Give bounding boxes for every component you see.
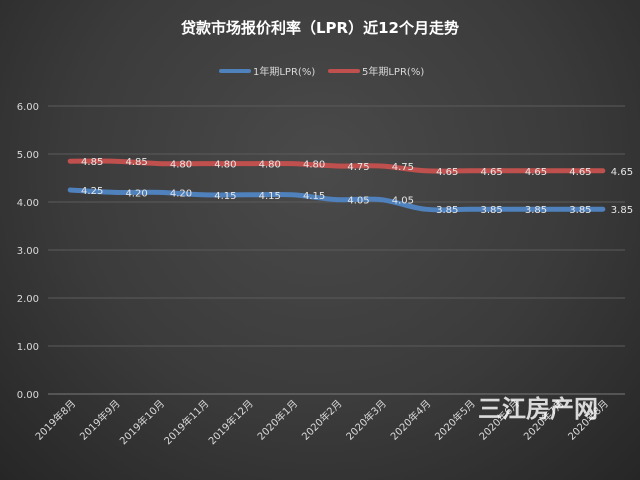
y-tick-label: 1.00	[17, 342, 39, 353]
data-label: 4.75	[347, 162, 369, 173]
legend-label-5yr: 5年期LPR(%)	[362, 65, 424, 78]
data-label: 3.85	[569, 205, 591, 216]
x-tick-label: 2019年11月	[161, 397, 211, 447]
x-tick-label: 2020年3月	[343, 397, 389, 443]
data-label: 3.85	[436, 205, 458, 216]
data-label: 4.20	[125, 188, 147, 199]
data-label: 4.85	[125, 157, 147, 168]
data-label: 4.65	[481, 167, 503, 178]
data-label: 3.85	[525, 205, 547, 216]
data-label: 4.05	[347, 196, 369, 207]
y-tick-label: 3.00	[17, 246, 39, 257]
data-label: 4.05	[392, 196, 414, 207]
series-line-5yr	[67, 158, 606, 174]
x-tick-label: 2020年1月	[254, 397, 300, 443]
y-tick-label: 6.00	[17, 102, 39, 113]
data-label: 4.25	[81, 186, 103, 197]
data-label: 4.80	[170, 160, 192, 171]
series-lines	[67, 158, 606, 213]
data-label: 4.85	[81, 157, 103, 168]
gridlines	[48, 105, 625, 395]
data-label: 4.80	[214, 160, 236, 171]
x-tick-label: 2019年12月	[206, 397, 256, 447]
x-tick-label: 2020年2月	[299, 397, 345, 443]
legend-label-1yr: 1年期LPR(%)	[253, 65, 315, 78]
y-axis-ticks: 0.00 1.00 2.00 3.00 4.00 5.00 6.00	[17, 102, 39, 401]
data-label: 4.15	[259, 191, 281, 202]
data-label: 4.80	[303, 160, 325, 171]
data-label: 4.65	[569, 167, 591, 178]
legend: 1年期LPR(%) 5年期LPR(%)	[219, 65, 424, 78]
y-tick-label: 4.00	[17, 198, 39, 209]
data-label: 4.65	[436, 167, 458, 178]
watermark-logo: 三江房产网	[478, 395, 598, 423]
data-label: 4.15	[303, 191, 325, 202]
data-label: 4.80	[259, 160, 281, 171]
data-label: 3.85	[481, 205, 503, 216]
series-line-1yr	[67, 187, 606, 213]
y-tick-label: 2.00	[17, 294, 39, 305]
x-tick-label: 2019年9月	[77, 397, 123, 443]
data-label: 4.65	[525, 167, 547, 178]
data-label: 4.75	[392, 162, 414, 173]
x-tick-label: 2020年5月	[432, 397, 478, 443]
x-tick-label: 2019年10月	[117, 397, 167, 447]
data-label: 4.15	[214, 191, 236, 202]
data-label: 4.65	[611, 167, 633, 178]
y-tick-label: 0.00	[17, 390, 39, 401]
x-tick-label: 2019年8月	[32, 397, 78, 443]
data-labels: 4.25 4.20 4.20 4.15 4.15 4.15 4.05 4.05 3.85 3.85…	[81, 157, 633, 216]
chart-title: 贷款市场报价利率（LPR）近12个月走势	[181, 19, 459, 37]
x-tick-label: 2020年4月	[388, 397, 434, 443]
data-label: 3.85	[611, 205, 633, 216]
data-label: 4.20	[170, 188, 192, 199]
y-tick-label: 5.00	[17, 150, 39, 161]
